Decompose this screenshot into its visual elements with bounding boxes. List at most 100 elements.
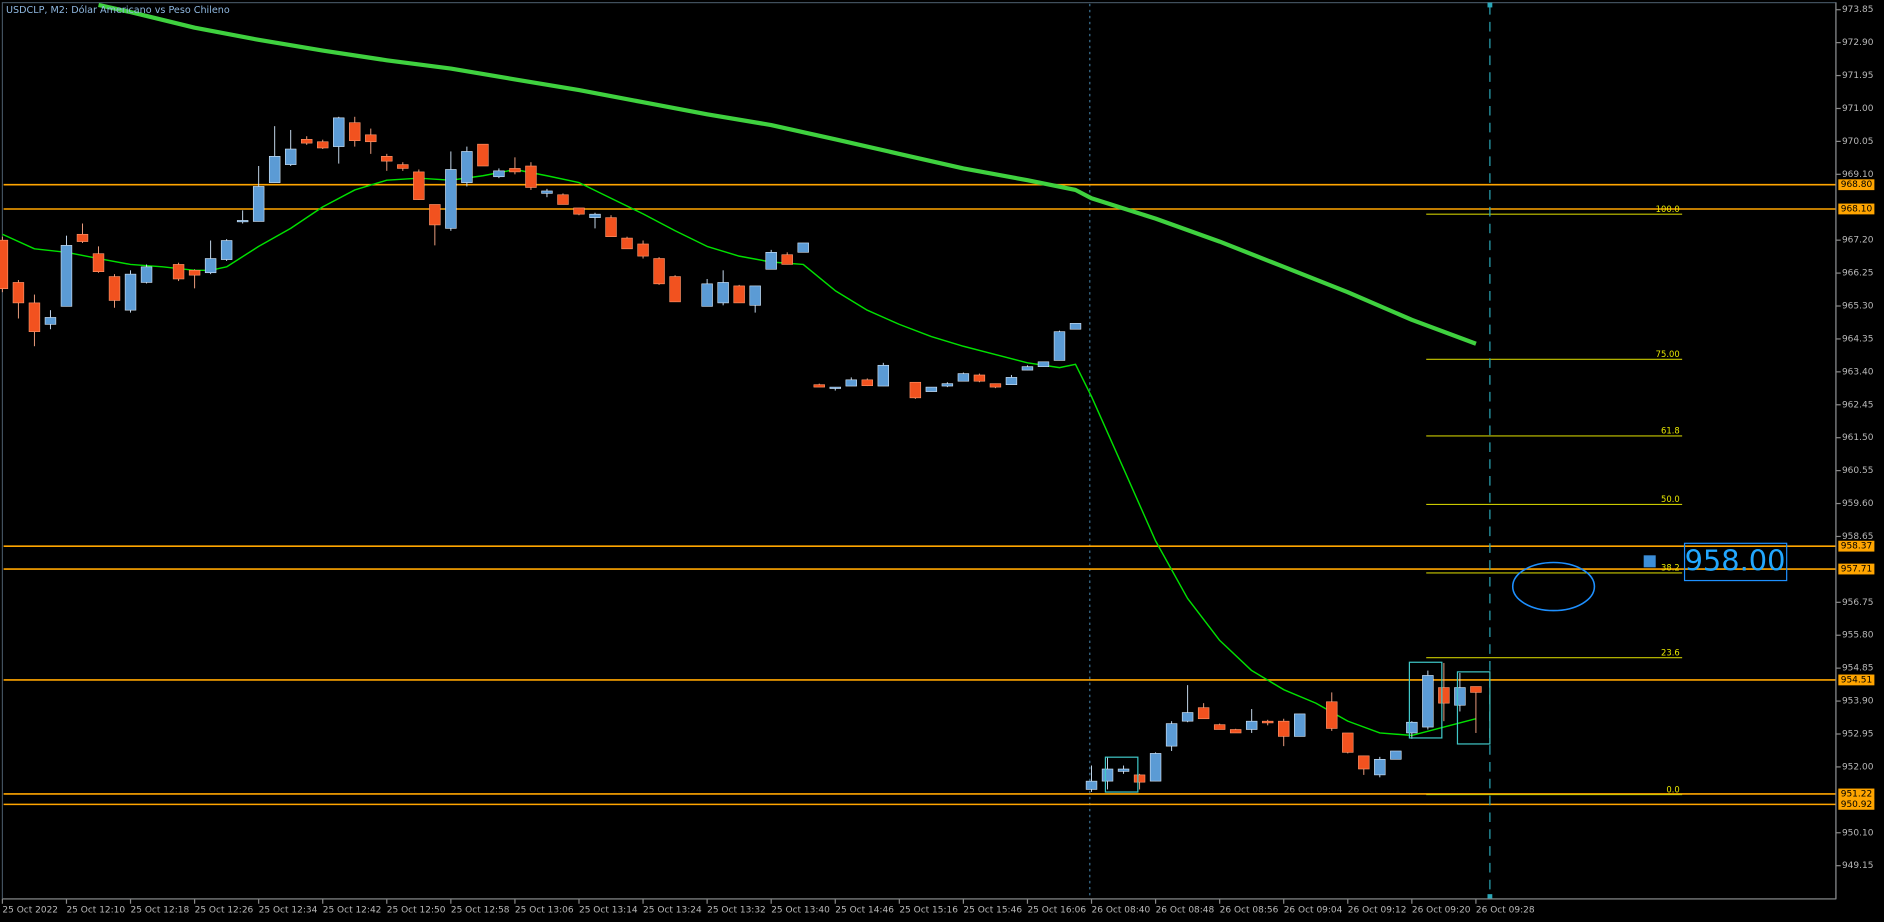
y-tick-label: 963.40 — [1842, 367, 1874, 377]
fib-label: 100.0 — [1656, 204, 1680, 214]
candle-body — [701, 283, 713, 307]
candle-body — [1069, 323, 1082, 330]
candle-body — [1358, 755, 1370, 770]
fib-label: 75.00 — [1656, 349, 1680, 359]
candle-body — [1085, 780, 1098, 790]
level-label: 950.92 — [1841, 800, 1873, 810]
level-label: 951.22 — [1841, 789, 1873, 799]
candle-body — [108, 276, 121, 301]
candle-body — [1197, 707, 1210, 720]
candle-body — [813, 384, 825, 388]
candle-body — [1326, 701, 1338, 729]
price-box — [1683, 542, 1788, 582]
x-tick-label: 25 Oct 13:32 — [707, 905, 766, 915]
fib-label: 0.0 — [1666, 784, 1679, 794]
candle-body — [461, 151, 473, 183]
candle-body — [717, 282, 729, 304]
y-tick-label: 959.60 — [1842, 499, 1874, 509]
level-label-bg — [1838, 788, 1875, 800]
y-tick-label: 967.20 — [1842, 236, 1874, 246]
level-label-bg — [1838, 674, 1875, 686]
candle-body — [381, 155, 393, 162]
candle-body — [445, 169, 457, 229]
candle-body — [1374, 758, 1386, 776]
candle-body — [172, 264, 185, 280]
candle-body — [1101, 768, 1114, 782]
level-label-bg — [1838, 540, 1875, 552]
candle-body — [1021, 366, 1034, 371]
fib-label: 50.0 — [1661, 494, 1680, 504]
candle-body — [284, 148, 297, 165]
candle-body — [1005, 377, 1018, 385]
price-box-text: 958.00 — [1685, 544, 1786, 578]
candle-body — [60, 245, 73, 307]
marker — [1643, 555, 1656, 568]
y-tick-label: 952.00 — [1842, 762, 1874, 772]
y-tick-label: 960.55 — [1842, 466, 1874, 476]
cursor-handle — [1487, 2, 1493, 8]
y-tick-label: 971.00 — [1842, 104, 1874, 114]
x-tick-label: 25 Oct 2022 — [2, 905, 58, 915]
candle-body — [1278, 720, 1290, 737]
candle-body — [140, 266, 153, 283]
candle-body — [1165, 723, 1178, 747]
candle-body — [621, 237, 633, 250]
candle-body — [797, 242, 809, 253]
x-tick-label: 25 Oct 15:46 — [963, 905, 1022, 915]
candle-body — [188, 270, 201, 276]
fib-label: 61.8 — [1661, 426, 1680, 436]
candle-body — [1229, 729, 1242, 734]
candle-body — [365, 134, 377, 143]
x-tick-label: 26 Oct 08:48 — [1156, 905, 1215, 915]
selection-box — [1408, 661, 1443, 739]
candle-body — [1213, 724, 1226, 730]
x-tick-label: 25 Oct 12:34 — [259, 905, 318, 915]
y-tick-label: 952.95 — [1842, 729, 1874, 739]
x-tick-label: 25 Oct 12:10 — [66, 905, 125, 915]
candle-body — [1245, 720, 1258, 730]
candle-body — [1133, 774, 1146, 783]
candle-body — [509, 168, 521, 173]
candle-body — [653, 258, 665, 285]
candle-body — [605, 217, 617, 238]
candle-body — [1037, 361, 1050, 367]
candle-body — [333, 117, 345, 147]
candle-body — [1117, 768, 1130, 772]
candle-body — [76, 233, 89, 242]
candle-body — [1261, 720, 1274, 724]
candle-body — [1470, 686, 1482, 693]
x-tick-label: 25 Oct 14:46 — [835, 905, 894, 915]
y-tick-label: 964.35 — [1842, 334, 1874, 344]
x-tick-label: 26 Oct 09:04 — [1284, 905, 1343, 915]
y-tick-label: 955.80 — [1842, 631, 1874, 641]
candle-body — [12, 282, 25, 304]
candle-body — [1149, 753, 1162, 782]
candle-body — [1454, 687, 1466, 706]
candle-body — [1390, 750, 1402, 760]
x-tick-label: 25 Oct 15:16 — [899, 905, 958, 915]
y-tick-label: 956.75 — [1842, 598, 1874, 608]
y-tick-label: 973.85 — [1842, 5, 1874, 15]
candle-body — [781, 254, 793, 265]
moving-average — [2, 168, 1477, 737]
candle-body — [973, 374, 986, 382]
candle-body — [317, 141, 329, 149]
ellipse-drawing — [1511, 561, 1596, 612]
chart-title: USDCLP, M2: Dólar Americano vs Peso Chil… — [6, 4, 230, 16]
y-tick-label: 962.45 — [1842, 400, 1874, 410]
x-tick-label: 25 Oct 16:06 — [1027, 905, 1086, 915]
x-tick-label: 25 Oct 13:06 — [515, 905, 574, 915]
level-label: 968.80 — [1841, 180, 1873, 190]
x-tick-label: 25 Oct 13:24 — [643, 905, 702, 915]
candle-body — [1406, 721, 1418, 734]
y-tick-label: 971.95 — [1842, 71, 1874, 81]
candle-body — [637, 243, 649, 257]
level-label-bg — [1838, 798, 1875, 810]
y-tick-label: 953.90 — [1842, 697, 1874, 707]
candle-body — [1053, 331, 1066, 361]
candle-body — [429, 204, 441, 226]
candle-body — [493, 170, 505, 178]
selection-box — [1456, 671, 1491, 745]
candle-body — [1342, 732, 1354, 753]
moving-averages — [2, 2, 1477, 737]
